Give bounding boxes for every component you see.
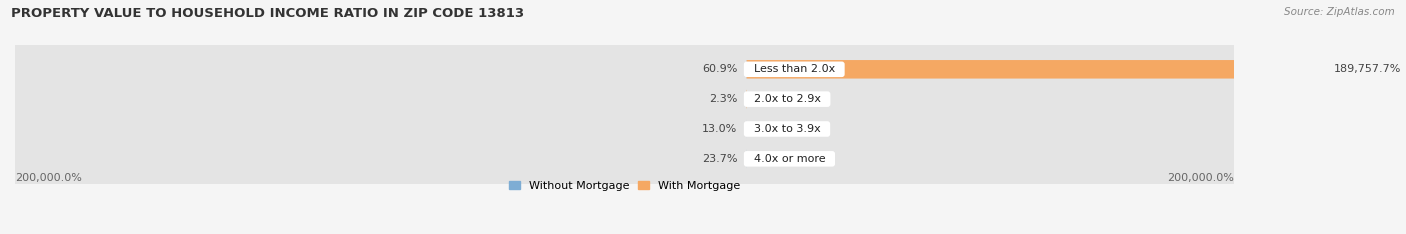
Legend: Without Mortgage, With Mortgage: Without Mortgage, With Mortgage — [505, 176, 745, 195]
Text: 200,000.0%: 200,000.0% — [15, 173, 82, 183]
FancyBboxPatch shape — [8, 0, 1240, 234]
FancyBboxPatch shape — [747, 60, 1324, 79]
Text: 2.3%: 2.3% — [709, 94, 738, 104]
Text: Less than 2.0x: Less than 2.0x — [747, 64, 842, 74]
Text: 13.0%: 13.0% — [702, 124, 738, 134]
Text: 2.0x to 2.9x: 2.0x to 2.9x — [747, 94, 828, 104]
Text: 93.6%: 93.6% — [756, 94, 792, 104]
FancyBboxPatch shape — [8, 0, 1240, 234]
Text: 0.0%: 0.0% — [756, 154, 785, 164]
Text: PROPERTY VALUE TO HOUSEHOLD INCOME RATIO IN ZIP CODE 13813: PROPERTY VALUE TO HOUSEHOLD INCOME RATIO… — [11, 7, 524, 20]
Text: 4.0x or more: 4.0x or more — [747, 154, 832, 164]
Text: 189,757.7%: 189,757.7% — [1334, 64, 1402, 74]
Text: 0.0%: 0.0% — [756, 124, 785, 134]
Text: 60.9%: 60.9% — [702, 64, 737, 74]
Text: 3.0x to 3.9x: 3.0x to 3.9x — [747, 124, 827, 134]
FancyBboxPatch shape — [8, 0, 1240, 234]
FancyBboxPatch shape — [8, 0, 1240, 234]
Text: Source: ZipAtlas.com: Source: ZipAtlas.com — [1284, 7, 1395, 17]
Text: 23.7%: 23.7% — [702, 154, 737, 164]
Text: 200,000.0%: 200,000.0% — [1167, 173, 1234, 183]
